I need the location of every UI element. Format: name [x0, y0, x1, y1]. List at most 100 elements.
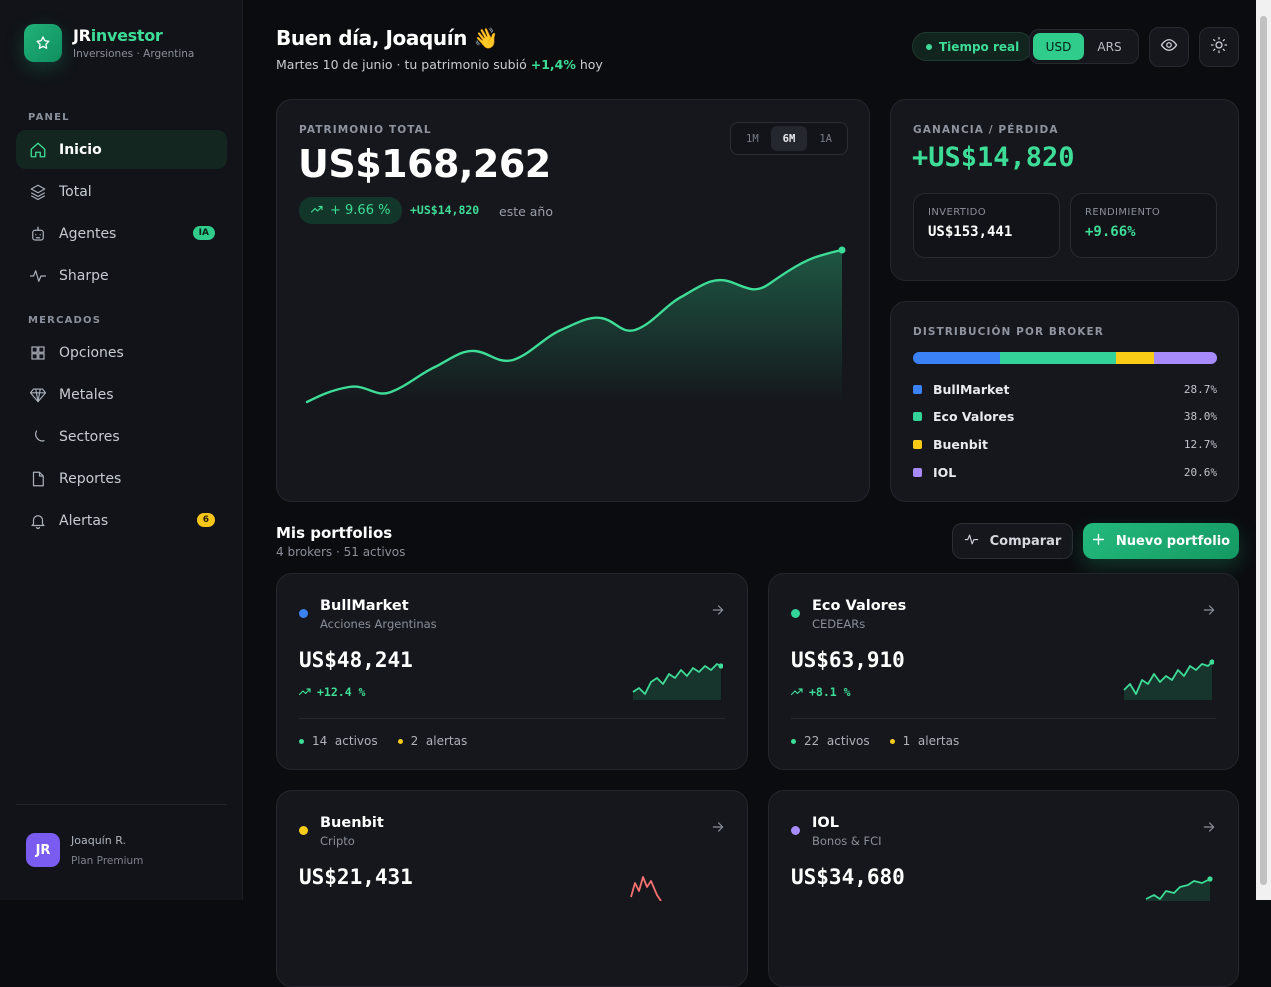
- layers-icon: [29, 183, 47, 201]
- portfolio-divider: [791, 718, 1216, 719]
- scrollbar[interactable]: [1256, 0, 1271, 900]
- distribution-segment: [913, 352, 1001, 364]
- user-profile[interactable]: JR Joaquín R. Plan Premium: [26, 833, 143, 867]
- currency-switch: USD ARS: [1029, 29, 1139, 64]
- sidebar-item-reportes[interactable]: Reportes: [16, 459, 227, 498]
- sidebar-item-label: Agentes: [59, 225, 117, 242]
- assets-dot: [791, 738, 796, 744]
- sidebar-item-inicio[interactable]: Inicio: [16, 130, 227, 169]
- portfolios-title: Mis portfolios: [276, 524, 393, 542]
- robot-icon: [29, 225, 47, 243]
- portfolio-card-eco-valores[interactable]: Eco Valores CEDEARs US$63,910 +8.1 % 22 …: [768, 573, 1239, 770]
- legend-row-bullmarket: BullMarket 28.7%: [913, 382, 1217, 397]
- distribution-bar: [913, 352, 1217, 364]
- range-1m-button[interactable]: 1M: [746, 132, 759, 145]
- portfolio-type: Acciones Argentinas: [320, 617, 437, 631]
- alerts-count-badge: 6: [196, 513, 215, 527]
- trend-up-icon: [310, 203, 323, 218]
- sidebar-divider: [16, 804, 227, 805]
- ganancia-value: +US$14,820: [912, 142, 1075, 173]
- portfolio-value: US$34,680: [791, 865, 905, 889]
- portfolio-card-buenbit[interactable]: Buenbit Cripto US$21,431: [276, 790, 748, 987]
- eye-icon: [1160, 36, 1178, 58]
- ganancia-label: GANANCIA / PÉRDIDA: [913, 124, 1059, 136]
- theme-button[interactable]: [1199, 27, 1239, 67]
- nav-section-panel: PANEL: [28, 112, 70, 123]
- sidebar-item-label: Sharpe: [59, 267, 109, 284]
- arrow-right-icon[interactable]: [1202, 602, 1216, 621]
- distribucion-card: DISTRIBUCIÓN POR BROKER BullMarket 28.7%…: [890, 301, 1239, 502]
- sidebar-item-label: Alertas: [59, 512, 109, 529]
- brand-subtitle: Inversiones · Argentina: [73, 48, 195, 60]
- grid-icon: [29, 344, 47, 362]
- wave-icon: 👋: [473, 26, 499, 50]
- portfolio-footer: 22 activos 1 alertas: [791, 734, 959, 748]
- brand[interactable]: JRinvestor Inversiones · Argentina: [24, 24, 194, 62]
- portfolio-card-iol[interactable]: IOL Bonos & FCI US$34,680: [768, 790, 1239, 987]
- arrow-right-icon[interactable]: [1202, 819, 1216, 838]
- portfolio-color-dot: [791, 826, 800, 835]
- sidebar-item-label: Opciones: [59, 344, 124, 361]
- diamond-icon: [29, 386, 47, 404]
- invertido-label: INVERTIDO: [928, 207, 987, 218]
- legend-swatch: [913, 412, 922, 421]
- sidebar-item-total[interactable]: Total: [16, 172, 227, 211]
- sun-icon: [1210, 36, 1228, 58]
- scrollbar-thumb[interactable]: [1260, 16, 1267, 885]
- range-6m-button[interactable]: 6M: [770, 126, 808, 151]
- rendimiento-label: RENDIMIENTO: [1085, 207, 1161, 218]
- invertido-box: INVERTIDO US$153,441: [913, 193, 1060, 258]
- sidebar-item-agentes[interactable]: Agentes IA: [16, 214, 227, 253]
- live-indicator: Tiempo real: [912, 32, 1034, 61]
- legend-row-eco-valores: Eco Valores 38.0%: [913, 409, 1217, 424]
- invertido-value: US$153,441: [928, 224, 1013, 240]
- portfolio-footer: 14 activos 2 alertas: [299, 734, 467, 748]
- portfolio-color-dot: [299, 826, 308, 835]
- range-selector: 1M 6M 1A: [730, 122, 848, 155]
- portfolio-type: Bonos & FCI: [812, 834, 882, 848]
- assets-dot: [299, 738, 304, 744]
- legend-row-buenbit: Buenbit 12.7%: [913, 437, 1217, 452]
- range-1a-button[interactable]: 1A: [819, 132, 832, 145]
- portfolio-type: Cripto: [320, 834, 355, 848]
- portfolio-color-dot: [791, 609, 800, 618]
- change-pct-chip: + 9.66 %: [299, 197, 403, 224]
- trend-up-icon: [790, 685, 803, 699]
- pulse-icon: [964, 532, 979, 551]
- sidebar-item-label: Metales: [59, 386, 114, 403]
- avatar: JR: [26, 833, 60, 867]
- alerts-dot: [889, 738, 895, 744]
- currency-usd-button[interactable]: USD: [1033, 33, 1084, 60]
- visibility-button[interactable]: [1149, 27, 1189, 67]
- sidebar-item-alertas[interactable]: Alertas 6: [16, 501, 227, 540]
- compare-button[interactable]: Comparar: [952, 523, 1073, 559]
- arrow-right-icon[interactable]: [711, 602, 725, 621]
- user-name: Joaquín R.: [71, 833, 126, 847]
- bell-icon: [29, 512, 47, 530]
- sidebar-item-sectores[interactable]: Sectores: [16, 417, 227, 456]
- new-portfolio-button[interactable]: Nuevo portfolio: [1083, 523, 1239, 559]
- portfolio-sparkline: [1123, 659, 1214, 700]
- sidebar-item-label: Total: [59, 183, 92, 200]
- patrimonio-last-point: [838, 246, 846, 254]
- user-plan: Plan Premium: [71, 854, 144, 867]
- distribution-segment: [1154, 352, 1217, 364]
- arrow-right-icon[interactable]: [711, 819, 725, 838]
- currency-ars-button[interactable]: ARS: [1097, 39, 1122, 54]
- portfolio-card-bullmarket[interactable]: BullMarket Acciones Argentinas US$48,241…: [276, 573, 748, 770]
- brand-name: JRinvestor: [73, 26, 163, 45]
- legend-swatch: [913, 385, 922, 394]
- period-label: este año: [499, 204, 553, 219]
- portfolio-change: +12.4 %: [298, 685, 365, 699]
- portfolio-change: +8.1 %: [790, 685, 851, 699]
- portfolio-name: Buenbit: [320, 815, 384, 831]
- patrimonio-line: [305, 248, 844, 404]
- portfolio-value: US$21,431: [299, 865, 413, 889]
- distribution-segment: [1115, 352, 1155, 364]
- sidebar-item-opciones[interactable]: Opciones: [16, 333, 227, 372]
- page-subtitle: Martes 10 de junio · tu patrimonio subió…: [276, 57, 603, 72]
- ganancia-card: GANANCIA / PÉRDIDA +US$14,820 INVERTIDO …: [890, 99, 1239, 281]
- sidebar-item-sharpe[interactable]: Sharpe: [16, 256, 227, 295]
- ia-badge: IA: [192, 226, 215, 240]
- sidebar-item-metales[interactable]: Metales: [16, 375, 227, 414]
